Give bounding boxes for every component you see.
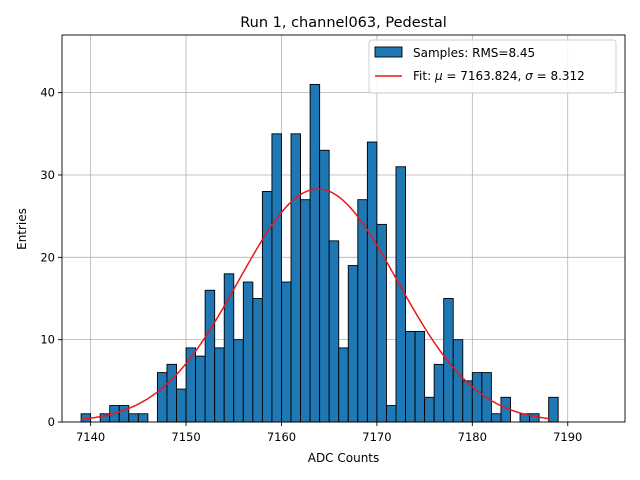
histogram-bar xyxy=(233,339,244,423)
histogram-bar xyxy=(424,396,435,423)
histogram-bar xyxy=(137,413,149,423)
legend-box xyxy=(368,39,617,94)
histogram-bar xyxy=(271,133,282,423)
histogram-bar xyxy=(347,265,359,423)
histogram-bar xyxy=(166,363,177,423)
histogram-bar xyxy=(156,372,168,423)
x-tick-label: 7170 xyxy=(362,430,391,444)
legend-label-fit: Fit: μ = 7163.824, σ = 8.312 xyxy=(413,69,585,83)
legend-swatch-samples xyxy=(374,46,403,58)
histogram-bar xyxy=(281,281,292,423)
histogram-bar xyxy=(338,347,349,423)
histogram-bar xyxy=(195,355,206,423)
histogram-bar xyxy=(357,199,368,423)
histogram-bar xyxy=(490,413,502,423)
histogram-bar xyxy=(471,372,483,423)
histogram-bar xyxy=(223,273,235,423)
y-tick-label: 20 xyxy=(40,250,55,264)
histogram-bar xyxy=(214,347,225,423)
x-tick-label: 7160 xyxy=(267,430,296,444)
x-tick-label: 7190 xyxy=(553,430,582,444)
y-tick-label: 10 xyxy=(40,333,55,347)
histogram-bar xyxy=(185,347,197,423)
histogram-bar xyxy=(300,199,311,423)
chart-title: Run 1, channel063, Pedestal xyxy=(240,15,447,31)
y-axis-ticks: 0 10 20 30 40 xyxy=(40,86,62,429)
histogram-bar xyxy=(242,281,254,423)
y-tick-label: 0 xyxy=(48,415,55,429)
histogram-bar xyxy=(328,240,340,423)
histogram-bars xyxy=(80,83,559,423)
histogram-bar xyxy=(548,396,559,423)
histogram-bar xyxy=(433,363,445,423)
y-tick-label: 40 xyxy=(40,86,55,100)
x-axis-label: ADC Counts xyxy=(308,451,380,465)
histogram-bar xyxy=(385,405,397,423)
x-axis-ticks: 7140 7150 7160 7170 7180 7190 xyxy=(76,422,582,444)
histogram-bar xyxy=(395,166,406,423)
histogram-bar xyxy=(443,298,454,423)
x-tick-label: 7150 xyxy=(171,430,200,444)
histogram-bar xyxy=(405,330,416,423)
plot-frame xyxy=(61,34,626,423)
histogram-bar xyxy=(290,133,302,423)
legend-label-samples: Samples: RMS=8.45 xyxy=(413,46,535,60)
histogram-bar xyxy=(309,83,321,423)
histogram-bar xyxy=(462,380,473,423)
histogram-bar xyxy=(204,289,216,423)
histogram-bar xyxy=(252,298,263,423)
y-axis-label: Entries xyxy=(15,208,29,250)
gaussian-fit-curve xyxy=(81,188,549,421)
histogram-bar xyxy=(366,141,378,423)
x-tick-label: 7180 xyxy=(458,430,487,444)
histogram-bar xyxy=(414,330,426,423)
histogram-bar xyxy=(128,413,139,423)
y-tick-label: 30 xyxy=(40,168,55,182)
histogram-bar xyxy=(452,339,464,423)
x-tick-label: 7140 xyxy=(76,430,105,444)
legend: Samples: RMS=8.45 Fit: μ = 7163.824, σ =… xyxy=(368,39,617,94)
histogram-bar xyxy=(176,388,187,423)
histogram-bar xyxy=(118,405,130,423)
